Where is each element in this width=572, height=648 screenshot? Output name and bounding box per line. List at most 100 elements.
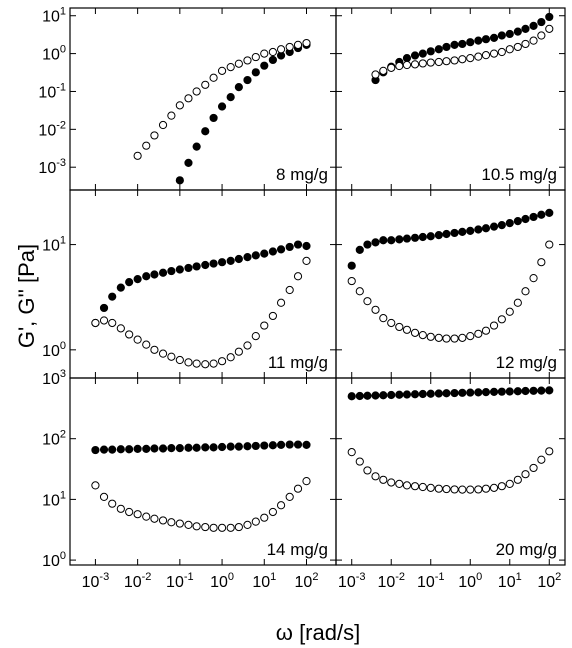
tick-label-exponent: -1 <box>56 81 66 93</box>
data-point <box>497 315 506 324</box>
data-point <box>302 440 311 450</box>
data-point <box>505 45 514 54</box>
data-point <box>243 442 252 451</box>
tick-label: 102 <box>537 571 561 591</box>
data-point <box>142 444 151 453</box>
data-point <box>285 492 294 501</box>
data-point <box>226 256 235 265</box>
data-point <box>158 516 168 525</box>
data-point <box>167 111 176 120</box>
data-point <box>158 268 168 277</box>
panel-frame <box>335 7 566 191</box>
data-point <box>379 314 388 323</box>
tick-label-base: 10 <box>42 371 60 388</box>
data-point <box>545 12 554 22</box>
tick-label-base: 10 <box>338 574 356 591</box>
data-point <box>521 39 530 49</box>
data-point <box>521 386 530 396</box>
data-point <box>234 59 243 68</box>
data-point <box>226 442 235 451</box>
tick-label: 101 <box>42 6 66 26</box>
data-point <box>293 272 303 281</box>
tick-label-base: 10 <box>42 432 60 449</box>
data-point <box>260 321 269 330</box>
panel-frame <box>69 377 337 566</box>
data-point <box>418 482 427 492</box>
data-point <box>497 47 506 57</box>
data-point <box>108 292 117 301</box>
data-point <box>442 389 451 398</box>
data-point <box>379 475 388 484</box>
data-point <box>192 359 201 368</box>
tick-label: 10-3 <box>338 571 366 591</box>
tick-label: 10-3 <box>82 571 110 591</box>
data-point <box>434 57 443 67</box>
data-point <box>458 388 467 397</box>
tick-label-exponent: 3 <box>60 368 66 380</box>
data-point <box>133 510 142 519</box>
data-point <box>450 388 459 398</box>
data-point <box>175 101 184 110</box>
data-point <box>537 17 546 27</box>
data-point <box>545 447 554 456</box>
data-point <box>99 445 109 454</box>
data-point <box>481 388 491 397</box>
data-point <box>217 258 227 267</box>
data-point <box>481 35 491 44</box>
data-point <box>434 45 443 54</box>
data-point <box>150 444 159 453</box>
data-point <box>529 212 538 222</box>
data-point <box>293 440 303 449</box>
data-point <box>537 386 546 395</box>
data-point <box>434 389 443 398</box>
data-point <box>466 388 475 397</box>
data-point <box>243 341 252 350</box>
data-point <box>489 49 499 58</box>
data-point <box>347 261 356 270</box>
data-point <box>402 234 412 243</box>
tick-label: 10-1 <box>166 571 194 591</box>
data-point <box>371 391 380 400</box>
data-point <box>125 330 134 339</box>
data-point <box>217 66 227 75</box>
tick-label-base: 10 <box>537 574 555 591</box>
data-point <box>116 283 125 292</box>
data-point <box>251 517 260 526</box>
data-point <box>545 386 554 395</box>
data-point <box>442 42 451 52</box>
data-point <box>379 66 388 75</box>
data-point <box>481 326 491 335</box>
data-point <box>426 483 435 492</box>
data-point <box>184 358 193 367</box>
tick-label: 101 <box>498 571 522 591</box>
data-point <box>402 60 412 70</box>
data-point <box>371 305 380 314</box>
data-point <box>158 349 168 358</box>
tick-label: 103 <box>42 368 66 388</box>
data-point <box>395 322 404 332</box>
tick-label-base: 10 <box>42 343 60 360</box>
tick-label-exponent: -2 <box>395 571 405 583</box>
data-point <box>302 241 311 251</box>
tick-label-base: 10 <box>458 574 476 591</box>
data-point <box>355 287 364 296</box>
data-point <box>347 392 356 401</box>
tick-label-exponent: 0 <box>60 550 66 562</box>
data-point <box>450 228 459 238</box>
data-point <box>217 102 227 111</box>
data-point <box>108 445 117 454</box>
data-point <box>545 208 554 217</box>
tick-label: 100 <box>42 340 66 360</box>
tick-label: 10-2 <box>124 571 152 591</box>
data-point <box>268 47 277 57</box>
data-point <box>458 485 467 494</box>
data-point <box>481 224 491 233</box>
data-point <box>410 233 420 242</box>
data-point <box>201 360 210 369</box>
data-point <box>276 45 286 54</box>
data-point <box>505 218 514 228</box>
data-point <box>260 249 269 258</box>
data-point <box>167 352 176 361</box>
data-point <box>209 443 218 452</box>
data-point <box>125 445 134 454</box>
